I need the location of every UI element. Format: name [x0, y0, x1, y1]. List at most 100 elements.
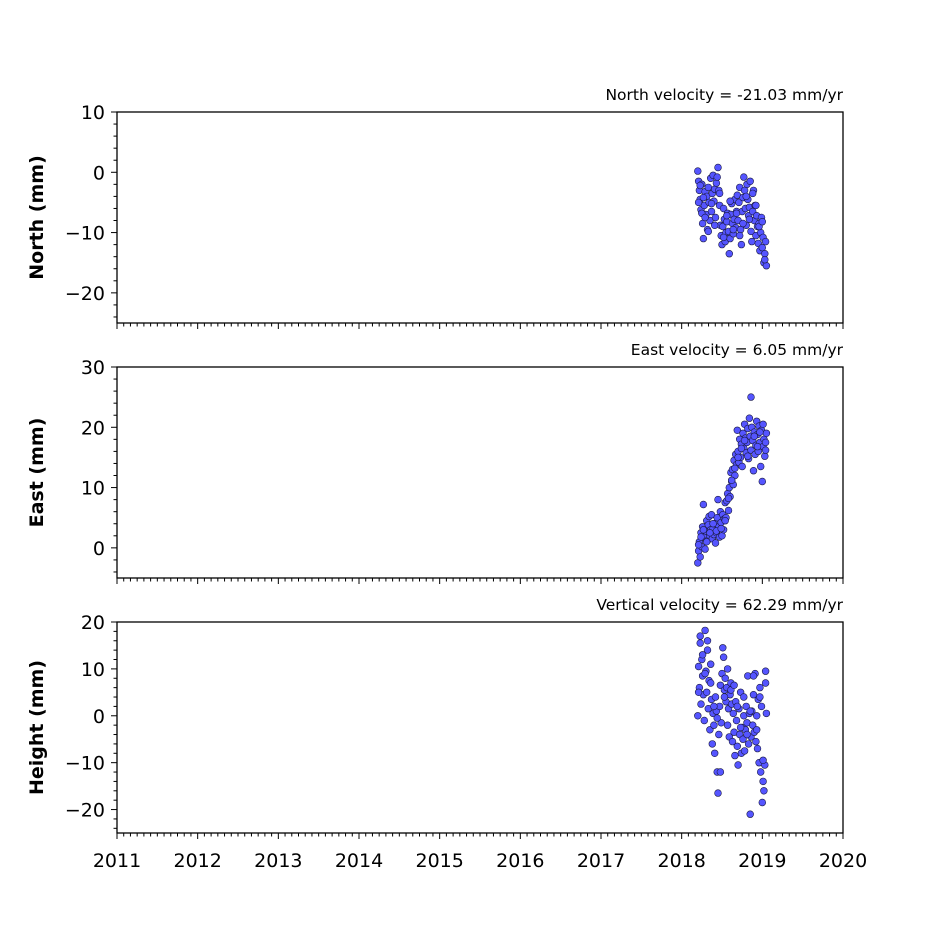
data-point	[738, 462, 746, 471]
y-tick-label: −10	[65, 753, 105, 775]
data-point	[740, 693, 748, 701]
data-point	[720, 693, 729, 701]
y-tick-label: 30	[81, 357, 105, 379]
y-tick-label: 20	[81, 612, 105, 634]
data-point	[699, 193, 708, 202]
data-point	[736, 723, 745, 732]
data-point	[756, 768, 765, 776]
data-point	[757, 702, 766, 711]
data-point	[756, 462, 765, 471]
y-tick-label: 20	[81, 417, 105, 439]
east-axis-title: East (mm)	[26, 418, 48, 528]
data-point	[762, 262, 771, 270]
data-point	[752, 737, 760, 746]
data-point	[731, 751, 739, 760]
data-point	[698, 651, 707, 659]
data-point	[761, 667, 770, 675]
data-point	[694, 198, 703, 207]
x-tick-label: 2012	[173, 850, 221, 872]
data-point	[759, 777, 767, 786]
data-point	[701, 669, 709, 678]
data-point	[717, 524, 725, 533]
data-point	[759, 756, 767, 764]
data-point	[756, 428, 764, 436]
data-point	[694, 167, 702, 175]
y-tick-label: 0	[93, 538, 105, 560]
east-data-points	[694, 393, 771, 567]
data-point	[753, 744, 762, 753]
data-point	[761, 237, 770, 246]
data-point	[702, 538, 711, 546]
x-tick-label: 2014	[335, 850, 383, 872]
data-point	[709, 519, 717, 528]
data-point	[696, 639, 704, 647]
north-data-points	[694, 163, 771, 270]
data-point	[712, 179, 721, 187]
data-point	[734, 453, 742, 462]
data-point	[723, 665, 732, 673]
data-point	[694, 662, 703, 671]
data-point	[701, 626, 709, 635]
y-tick-label: 10	[81, 478, 105, 500]
data-point	[704, 227, 712, 236]
data-point	[733, 702, 741, 711]
data-point	[714, 163, 722, 172]
north-panel: North velocity = -21.03 mm/yr North (mm) 1…	[26, 86, 844, 329]
data-point	[749, 467, 758, 475]
data-point	[701, 213, 709, 222]
data-point	[721, 674, 729, 682]
y-tick-label: −20	[65, 283, 105, 305]
data-point	[740, 436, 749, 445]
data-point	[694, 541, 703, 549]
east-panel: East velocity = 6.05 mm/yr East (mm) 30 20 1…	[26, 341, 844, 584]
data-point	[717, 719, 725, 727]
data-point	[707, 511, 716, 519]
data-point	[746, 707, 754, 715]
data-point	[735, 231, 744, 240]
data-point	[694, 712, 702, 720]
data-point	[706, 726, 714, 734]
north-axis-title: North (mm)	[26, 155, 48, 280]
data-point	[707, 207, 716, 216]
east-velocity-label: East velocity = 6.05 mm/yr	[631, 341, 844, 359]
y-tick-label: 0	[93, 706, 105, 728]
data-point	[711, 539, 720, 547]
data-point	[707, 199, 716, 208]
data-point	[742, 702, 750, 711]
data-point	[756, 683, 764, 692]
data-point	[715, 730, 723, 739]
data-point	[699, 234, 708, 243]
data-point	[706, 660, 715, 668]
data-point	[719, 653, 728, 661]
data-point	[710, 721, 718, 729]
data-point	[762, 429, 771, 437]
data-point	[721, 516, 729, 525]
data-point	[737, 444, 746, 453]
data-point	[758, 477, 766, 486]
data-point	[744, 740, 753, 748]
data-point	[719, 233, 728, 242]
data-point	[744, 452, 752, 460]
data-point	[737, 240, 746, 249]
data-point	[750, 432, 758, 440]
data-point	[732, 716, 741, 725]
data-point	[702, 688, 711, 696]
data-point	[710, 749, 719, 757]
data-point	[724, 494, 733, 503]
data-point	[739, 219, 747, 228]
x-tick-label: 2016	[496, 850, 544, 872]
y-tick-label: 0	[93, 162, 105, 184]
data-point	[710, 221, 719, 230]
data-point	[762, 709, 771, 718]
data-point	[734, 761, 742, 769]
data-point	[735, 198, 743, 207]
data-point	[726, 197, 734, 205]
data-point	[723, 721, 732, 729]
data-point	[760, 787, 768, 795]
data-point	[716, 681, 725, 689]
data-point	[761, 438, 770, 447]
data-point	[759, 420, 767, 428]
data-point	[718, 532, 726, 540]
data-point	[696, 181, 704, 190]
